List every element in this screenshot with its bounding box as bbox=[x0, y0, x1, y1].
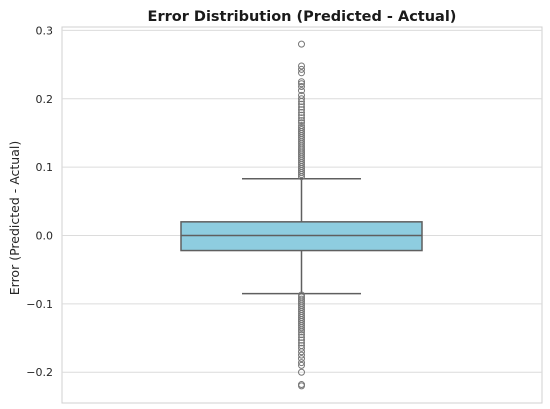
outlier-point bbox=[298, 119, 305, 127]
y-tick-label: −0.2 bbox=[26, 366, 53, 379]
outlier-point bbox=[298, 108, 305, 116]
outlier-point bbox=[298, 326, 305, 334]
chart-title: Error Distribution (Predicted - Actual) bbox=[148, 9, 457, 25]
y-tick-label: 0.1 bbox=[36, 161, 54, 174]
outlier-point bbox=[298, 69, 305, 77]
outlier-point bbox=[298, 171, 305, 179]
outlier-point bbox=[298, 62, 305, 70]
outlier-point bbox=[298, 95, 305, 103]
outlier-point bbox=[298, 328, 305, 336]
y-tick-labels: −0.2 −0.1 0.0 0.1 0.2 0.3 bbox=[26, 24, 53, 379]
outlier-point bbox=[298, 117, 305, 125]
outlier-point bbox=[298, 80, 305, 88]
y-tick-label: −0.1 bbox=[26, 298, 53, 311]
outlier-point bbox=[298, 103, 305, 111]
outlier-point bbox=[298, 40, 305, 48]
outlier-point bbox=[298, 333, 305, 341]
outlier-point bbox=[298, 82, 305, 90]
outlier-point bbox=[298, 368, 305, 376]
outlier-point bbox=[298, 87, 305, 95]
outlier-point bbox=[298, 336, 305, 344]
outlier-point bbox=[298, 65, 305, 73]
outlier-point bbox=[298, 339, 305, 347]
y-tick-label: 0.2 bbox=[36, 93, 54, 106]
y-tick-label: 0.0 bbox=[36, 230, 54, 243]
outlier-point bbox=[298, 344, 305, 352]
outlier-point bbox=[298, 111, 305, 119]
outlier-point bbox=[298, 351, 305, 359]
outlier-point bbox=[298, 324, 305, 332]
outlier-point bbox=[298, 106, 305, 114]
y-tick-label: 0.3 bbox=[36, 24, 54, 37]
outlier-point bbox=[298, 348, 305, 356]
outlier-point bbox=[298, 355, 305, 363]
outlier-points bbox=[298, 40, 305, 390]
outlier-point bbox=[298, 173, 305, 181]
outlier-point bbox=[298, 361, 305, 369]
outlier-point bbox=[298, 78, 305, 86]
outlier-point bbox=[298, 359, 305, 367]
outlier-point bbox=[298, 331, 305, 339]
outlier-point bbox=[298, 100, 305, 108]
outlier-point bbox=[298, 382, 305, 390]
outlier-point bbox=[298, 169, 305, 177]
y-axis-label: Error (Predicted - Actual) bbox=[7, 141, 22, 296]
outlier-point bbox=[298, 98, 305, 106]
outlier-point bbox=[298, 114, 305, 122]
